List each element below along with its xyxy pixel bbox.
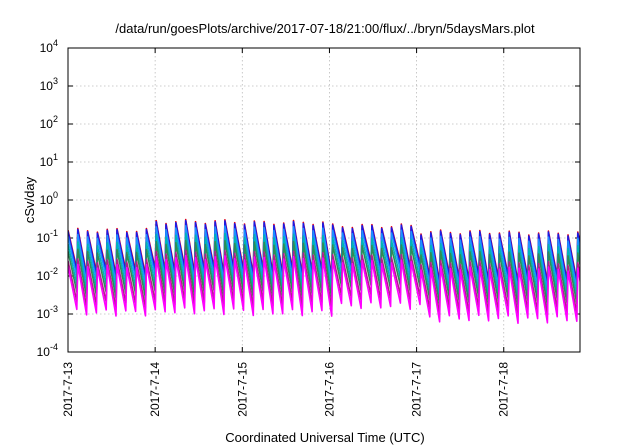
- y-tick-label: 10-1: [37, 228, 58, 245]
- chart-title: /data/run/goesPlots/archive/2017-07-18/2…: [115, 21, 535, 36]
- x-axis-label: Coordinated Universal Time (UTC): [225, 430, 424, 445]
- plot-frame: [67, 47, 581, 353]
- x-tick-label: 2017-7-17: [410, 362, 424, 417]
- x-tick-label: 2017-7-14: [148, 362, 162, 417]
- y-tick-label: 10-3: [37, 304, 58, 321]
- y-axis-label: cSv/day: [22, 176, 37, 223]
- y-tick-label: 102: [40, 114, 58, 131]
- series-group: [68, 218, 580, 325]
- y-tick-label: 10-2: [37, 266, 58, 283]
- x-tick-labels: 2017-7-13 2017-7-14 2017-7-15 2017-7-16 2017…: [61, 362, 511, 417]
- x-tick-label: 2017-7-18: [497, 362, 511, 417]
- y-tick-label: 104: [40, 38, 58, 55]
- series-line: [68, 254, 580, 325]
- x-tick-label: 2017-7-15: [235, 362, 249, 417]
- x-tick-label: 2017-7-13: [61, 362, 75, 417]
- y-tick-label: 10-4: [37, 342, 58, 359]
- x-tick-label: 2017-7-16: [322, 362, 336, 417]
- y-tick-labels: 10-4 10-3 10-2 10-1 100 101 102 103 104: [37, 38, 58, 359]
- y-tick-label: 101: [40, 152, 58, 169]
- y-tick-label: 103: [40, 76, 58, 93]
- y-tick-label: 100: [40, 190, 58, 207]
